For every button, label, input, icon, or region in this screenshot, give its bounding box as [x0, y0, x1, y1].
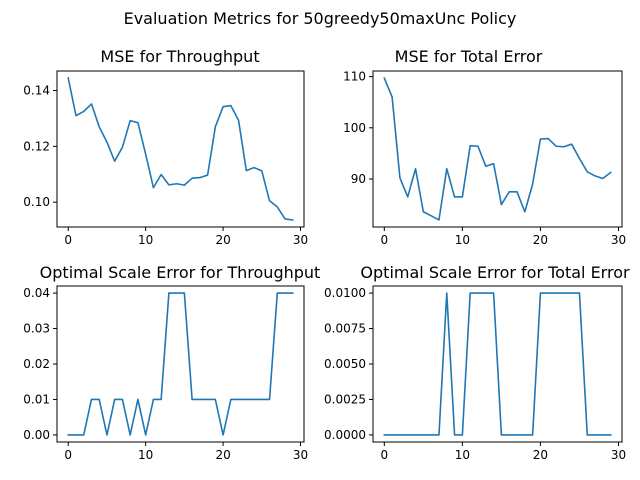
- x-tick-label: 0: [380, 233, 388, 247]
- series-line: [383, 77, 612, 221]
- y-tick-label: 0.0025: [324, 392, 366, 406]
- y-tick-label: 0.0075: [324, 322, 366, 336]
- x-tick-label: 20: [533, 448, 548, 462]
- x-tick-label: 0: [64, 233, 72, 247]
- x-tick-label: 10: [138, 233, 153, 247]
- y-tick-label: 0.01: [23, 392, 50, 406]
- y-tick-label: 100: [343, 121, 366, 135]
- subplot-optimal-scale-throughput: Optimal Scale Error for Throughput 0 10 20…: [23, 263, 320, 462]
- y-tick-label: 0.03: [23, 322, 50, 336]
- x-tick-label: 0: [380, 448, 388, 462]
- y-tick-label: 0.0050: [324, 357, 366, 371]
- x-tick-label: 30: [293, 233, 308, 247]
- x-tick-label: 30: [611, 233, 626, 247]
- subplot-title: Optimal Scale Error for Throughput: [40, 263, 321, 282]
- x-tick-label: 20: [215, 233, 230, 247]
- y-tick-label: 0.10: [23, 195, 50, 209]
- series-line: [67, 77, 294, 221]
- x-tick-label: 10: [455, 233, 470, 247]
- y-tick-label: 0.0000: [324, 428, 366, 442]
- y-tick-label: 0.02: [23, 357, 50, 371]
- x-tick-label: 10: [455, 448, 470, 462]
- y-tick-label: 0.14: [23, 84, 50, 98]
- subplot-mse-throughput: MSE for Throughput 0 10 20 30 0.10 0.12 0.14: [23, 47, 308, 247]
- y-tick-label: 0.00: [23, 428, 50, 442]
- y-tick-label: 0.04: [23, 286, 50, 300]
- series-line: [383, 292, 612, 436]
- subplot-title: MSE for Total Error: [395, 47, 543, 66]
- x-tick-label: 30: [611, 448, 626, 462]
- subplot-optimal-scale-total-error: Optimal Scale Error for Total Error 0 10 2…: [324, 263, 630, 462]
- x-tick-label: 20: [533, 233, 548, 247]
- series-line: [67, 292, 294, 436]
- figure-suptitle: Evaluation Metrics for 50greedy50maxUnc …: [124, 9, 517, 28]
- x-tick-label: 10: [138, 448, 153, 462]
- subplot-mse-total-error: MSE for Total Error 0 10 20 30 90 100 110: [343, 47, 626, 247]
- x-tick-label: 0: [64, 448, 72, 462]
- y-tick-label: 110: [343, 70, 366, 84]
- subplot-title: MSE for Throughput: [100, 47, 259, 66]
- axes-frame: [56, 285, 305, 443]
- subplot-title: Optimal Scale Error for Total Error: [360, 263, 630, 282]
- axes-frame: [56, 70, 305, 228]
- y-tick-label: 90: [351, 172, 366, 186]
- x-tick-label: 30: [293, 448, 308, 462]
- axes-frame: [372, 70, 623, 228]
- y-tick-label: 0.0100: [324, 286, 366, 300]
- x-tick-label: 20: [215, 448, 230, 462]
- y-tick-label: 0.12: [23, 139, 50, 153]
